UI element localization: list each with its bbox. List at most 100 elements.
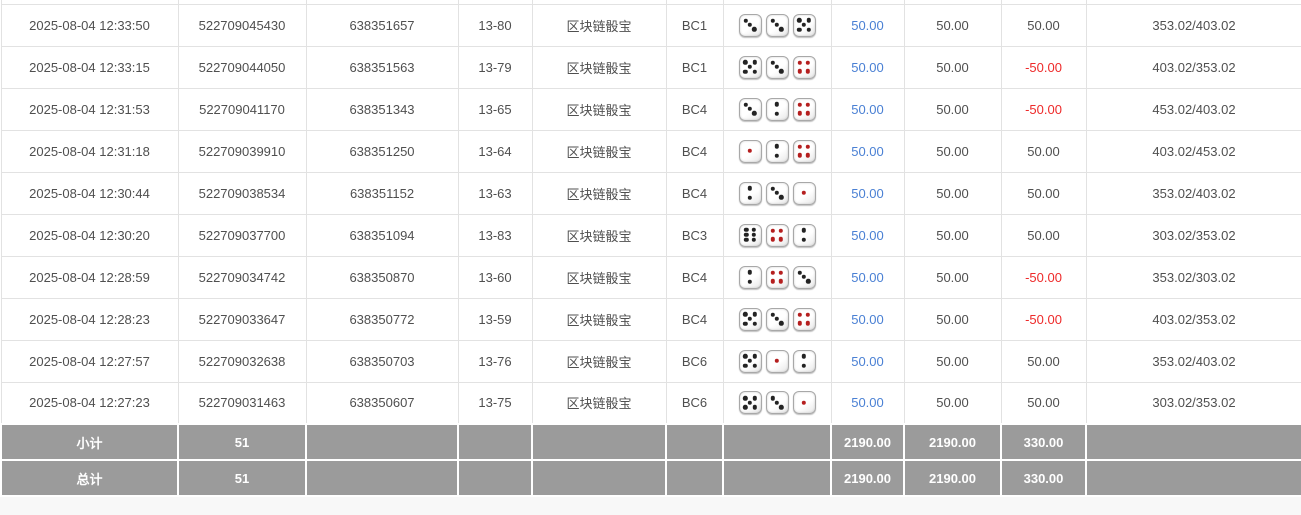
cell-time: 2025-08-04 12:28:23: [0, 297, 179, 341]
die-face-3: [765, 307, 789, 331]
cell-time: 2025-08-04 12:30:44: [0, 171, 179, 215]
table-body: 2025-08-04 12:33:50 522709045430 638351657…: [0, 0, 1301, 497]
die-face-2: [792, 349, 816, 373]
cell-order-no: 522709044050: [177, 45, 307, 89]
die-pip: [770, 186, 775, 191]
cell-bet-amount[interactable]: 50.00: [830, 171, 905, 215]
cell-txn-id: 638351094: [305, 213, 459, 257]
die-pip: [806, 27, 811, 32]
cell-txn-id: 638350703: [305, 339, 459, 383]
cell-bet-amount[interactable]: 50.00: [830, 3, 905, 47]
subtotal-valid-total: 2190.00: [903, 423, 1002, 461]
die-pip: [797, 152, 803, 158]
cell-balance: 353.02/303.02: [1085, 255, 1301, 299]
die-pip: [747, 195, 753, 200]
cell-bet-amount[interactable]: 50.00: [830, 129, 905, 173]
subtotal-empty: [305, 423, 459, 461]
die-face-1: [765, 349, 789, 373]
die-pip: [805, 144, 811, 149]
die-pip: [747, 270, 753, 275]
die-pip: [778, 270, 784, 275]
grand-total-count: 51: [177, 459, 307, 497]
cell-win-loss: -50.00: [1000, 87, 1087, 131]
die-pip: [770, 60, 775, 65]
cell-bet-amount[interactable]: 50.00: [830, 255, 905, 299]
cell-txn-id: 638351152: [305, 171, 459, 215]
grand-total-empty: [1085, 459, 1301, 497]
die-pip: [801, 190, 807, 196]
cell-valid-amount: 50.00: [903, 87, 1002, 131]
die-pip: [747, 400, 753, 405]
cell-game-name: 区块链骰宝: [531, 255, 667, 299]
cell-game-name: 区块链骰宝: [531, 297, 667, 341]
die-pip: [774, 22, 780, 28]
die-face-3: [765, 55, 789, 79]
cell-bet-amount[interactable]: 50.00: [830, 213, 905, 257]
die-pip: [774, 64, 780, 70]
cell-valid-amount: 50.00: [903, 45, 1002, 89]
die-pip: [752, 312, 757, 317]
die-pip: [744, 232, 749, 238]
die-pip: [770, 236, 776, 242]
grand-total-empty: [722, 459, 832, 497]
die-pip: [743, 60, 748, 65]
die-pip: [797, 18, 802, 23]
die-face-3: [765, 181, 789, 205]
subtotal-empty: [1085, 423, 1301, 461]
die-pip: [743, 18, 748, 23]
cell-dice-result: [722, 129, 832, 173]
grand-total-empty: [531, 459, 667, 497]
cell-bet-amount[interactable]: 50.00: [830, 381, 905, 425]
die-pip: [743, 102, 748, 107]
cell-bet-amount[interactable]: 50.00: [830, 339, 905, 383]
cell-win-loss: 50.00: [1000, 129, 1087, 173]
cell-txn-id: 638350607: [305, 381, 459, 425]
cell-dice-result: [722, 3, 832, 47]
grand-total-valid-total: 2190.00: [903, 459, 1002, 497]
cell-table-code: BC4: [665, 129, 724, 173]
cell-bet-amount[interactable]: 50.00: [830, 297, 905, 341]
die-face-2: [738, 181, 762, 205]
subtotal-count: 51: [177, 423, 307, 461]
die-pip: [752, 405, 757, 410]
cell-order-no: 522709041170: [177, 87, 307, 131]
cell-bet-amount[interactable]: 50.00: [830, 45, 905, 89]
die-pip: [743, 354, 748, 359]
die-face-4: [792, 139, 816, 163]
cell-valid-amount: 50.00: [903, 297, 1002, 341]
die-face-2: [765, 139, 789, 163]
cell-txn-id: 638351563: [305, 45, 459, 89]
die-pip: [779, 321, 784, 326]
cell-round: 13-65: [457, 87, 533, 131]
die-pip: [743, 363, 748, 368]
die-pip: [751, 227, 756, 233]
cell-bet-amount[interactable]: 50.00: [830, 87, 905, 131]
cell-order-no: 522709045430: [177, 3, 307, 47]
die-pip: [805, 312, 811, 317]
die-pip: [779, 69, 784, 74]
die-pip: [797, 144, 803, 149]
cell-table-code: BC1: [665, 3, 724, 47]
die-pip: [744, 227, 749, 233]
table-row: 2025-08-04 12:27:57 522709032638 638350703…: [0, 339, 1301, 383]
grand-total-row: 总计 51 2190.00 2190.00 330.00: [0, 459, 1301, 497]
die-pip: [744, 237, 749, 243]
die-pip: [743, 312, 748, 317]
die-face-4: [765, 223, 789, 247]
die-pip: [797, 68, 803, 74]
die-face-1: [792, 181, 816, 205]
cell-win-loss: 50.00: [1000, 213, 1087, 257]
die-pip: [801, 22, 807, 28]
die-pip: [805, 110, 811, 116]
die-pip: [797, 27, 802, 32]
die-pip: [779, 404, 784, 410]
cell-order-no: 522709031463: [177, 381, 307, 425]
die-pip: [801, 363, 807, 368]
subtotal-label: 小计: [0, 423, 179, 461]
die-face-5: [738, 55, 762, 79]
cell-game-name: 区块链骰宝: [531, 129, 667, 173]
die-pip: [774, 153, 780, 158]
subtotal-empty: [665, 423, 724, 461]
die-pip: [805, 68, 811, 74]
die-pip: [806, 18, 811, 23]
